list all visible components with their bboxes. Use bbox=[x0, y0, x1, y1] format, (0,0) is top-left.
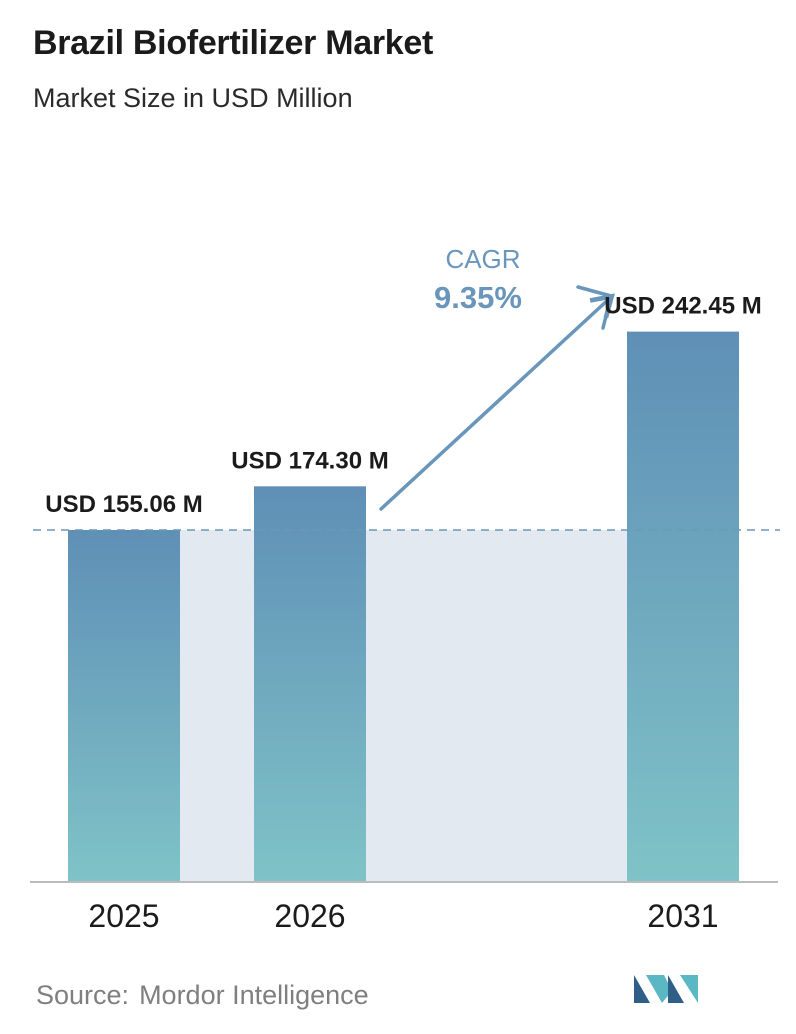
source-name: Mordor Intelligence bbox=[139, 980, 369, 1010]
value-label-2026: USD 174.30 M bbox=[231, 447, 388, 474]
bar-2031 bbox=[627, 331, 739, 882]
chart-title: Brazil Biofertilizer Market bbox=[33, 24, 434, 62]
source-text: Source: Mordor Intelligence bbox=[36, 980, 369, 1011]
bar-2026 bbox=[254, 486, 366, 882]
bar-2025 bbox=[68, 530, 180, 882]
value-label-2025: USD 155.06 M bbox=[45, 491, 202, 518]
cagr-value: 9.35% bbox=[434, 280, 522, 315]
cagr-label: CAGR bbox=[445, 244, 520, 274]
bar-chart: CAGR 9.35% USD 155.06 M 2025 USD 174.30 M 2… bbox=[30, 244, 780, 934]
x-tick-label-2026: 2026 bbox=[274, 898, 345, 934]
mordor-logo bbox=[634, 975, 698, 1003]
cagr-arrow-head bbox=[576, 285, 613, 330]
value-label-2031: USD 242.45 M bbox=[604, 293, 761, 320]
chart-subtitle: Market Size in USD Million bbox=[33, 83, 353, 113]
shade-band-2 bbox=[366, 530, 627, 882]
cagr-arrow bbox=[379, 293, 615, 511]
shade-band-1 bbox=[180, 530, 254, 882]
source-label: Source: bbox=[36, 980, 130, 1010]
x-tick-label-2031: 2031 bbox=[647, 898, 718, 934]
x-tick-label-2025: 2025 bbox=[88, 898, 159, 934]
